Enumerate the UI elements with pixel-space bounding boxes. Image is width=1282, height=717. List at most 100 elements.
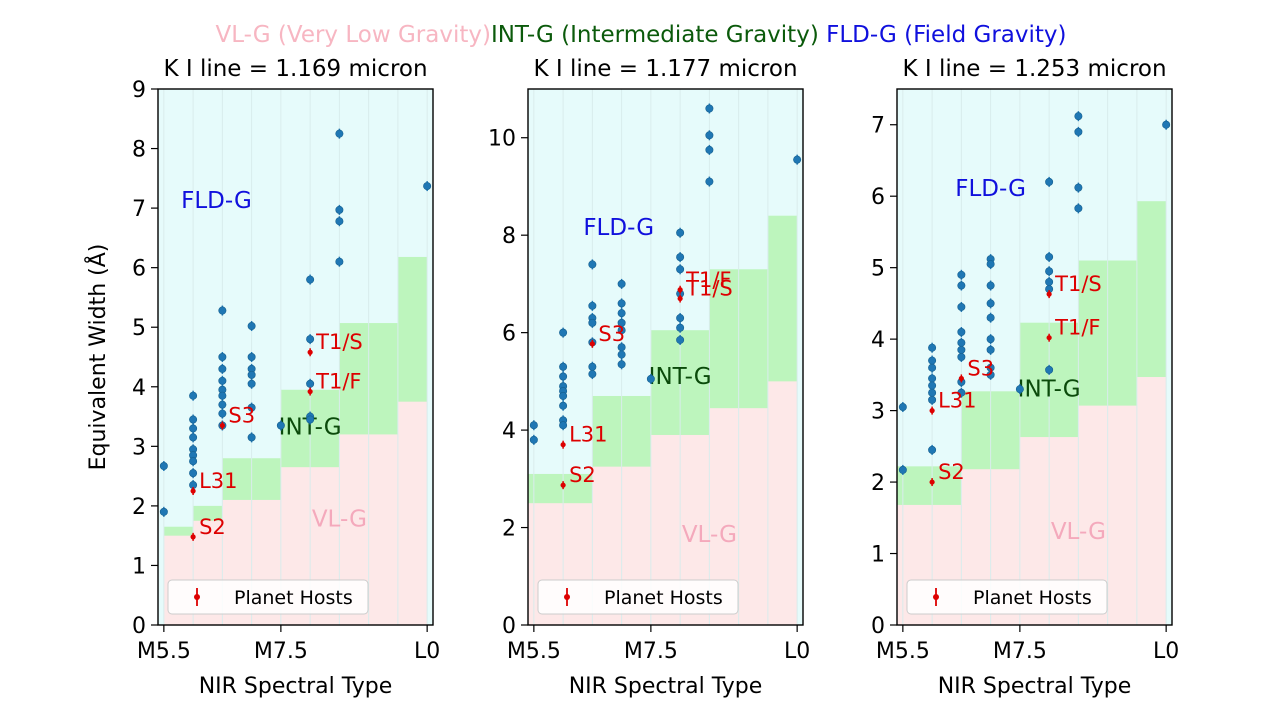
y-tick-label: 3	[871, 400, 885, 425]
data-point	[1074, 112, 1083, 121]
data-point	[928, 343, 937, 352]
legend-box	[906, 579, 1108, 615]
vlg-region	[1136, 377, 1167, 625]
data-point	[559, 391, 568, 400]
data-point	[218, 306, 227, 315]
data-point	[676, 265, 685, 274]
vlg-region	[397, 401, 428, 625]
data-point	[986, 335, 995, 344]
data-point	[1074, 183, 1083, 192]
data-point	[276, 421, 285, 430]
y-tick-label: 0	[132, 614, 146, 639]
vlg-region	[1107, 405, 1137, 625]
planet-host-point	[1046, 291, 1052, 297]
data-point	[218, 400, 227, 409]
data-point	[676, 335, 685, 344]
data-point	[1074, 127, 1083, 136]
planet-host-label: L31	[199, 469, 237, 493]
planet-host-point	[929, 479, 935, 485]
data-point	[189, 391, 198, 400]
x-tick-label: L0	[414, 639, 440, 664]
data-point	[676, 323, 685, 332]
data-point	[705, 131, 714, 140]
planet-host-label: T1/S	[685, 277, 733, 301]
y-tick-label: 2	[871, 471, 885, 496]
data-point	[335, 205, 344, 214]
planet-host-point	[219, 422, 225, 429]
x-axis-label: NIR Spectral Type	[199, 674, 393, 699]
data-point	[1045, 177, 1054, 186]
data-point	[1045, 365, 1054, 374]
y-tick-label: 6	[871, 185, 885, 210]
planet-host-label: T1/S	[315, 330, 363, 354]
planet-host-label: S2	[938, 460, 965, 484]
region-label-intg: INT-G	[649, 364, 712, 390]
data-point	[218, 391, 227, 400]
data-point	[617, 299, 626, 308]
y-tick-label: 5	[871, 257, 885, 282]
x-tick-label: M7.5	[993, 639, 1047, 664]
data-point	[247, 403, 256, 412]
data-point	[1162, 120, 1171, 129]
data-point	[247, 322, 256, 331]
data-point	[559, 421, 568, 430]
data-point	[247, 352, 256, 361]
data-point	[159, 507, 168, 516]
data-point	[1045, 252, 1054, 261]
planet-host-point	[560, 442, 566, 448]
planet-host-label: L31	[938, 389, 976, 413]
legend-label: Planet Hosts	[604, 587, 723, 609]
y-tick-label: 10	[488, 127, 516, 152]
planet-host-label: T1/F	[1054, 316, 1100, 340]
data-point	[189, 469, 198, 478]
data-point	[957, 388, 966, 397]
data-point	[617, 326, 626, 335]
data-point	[1074, 204, 1083, 213]
legend-intg: INT-G (Intermediate Gravity)	[490, 22, 819, 48]
data-point	[957, 270, 966, 279]
y-tick-label: 2	[132, 495, 146, 520]
data-point	[159, 461, 168, 470]
data-point	[559, 401, 568, 410]
data-point	[898, 465, 907, 474]
legend-marker	[564, 594, 570, 600]
plot-area	[528, 89, 803, 625]
data-point	[218, 364, 227, 373]
region-label-fldg: FLD-G	[181, 188, 252, 214]
planet-host-point	[190, 488, 196, 494]
data-point	[957, 327, 966, 336]
planet-host-point	[307, 349, 313, 355]
planet-host-label: T1/F	[685, 268, 731, 292]
data-point	[588, 260, 597, 269]
region-label-intg: INT-G	[1018, 376, 1081, 402]
vlg-region	[738, 408, 768, 625]
data-point	[247, 379, 256, 388]
data-point	[705, 145, 714, 154]
data-point	[617, 350, 626, 359]
data-point	[218, 409, 227, 418]
y-tick-label: 8	[502, 224, 516, 249]
planet-host-label: S2	[199, 515, 226, 539]
planet-host-point	[958, 375, 964, 382]
y-tick-label: 7	[132, 197, 146, 222]
region-label-vlg: VL-G	[312, 507, 367, 533]
y-tick-label: 9	[132, 78, 146, 103]
data-point	[617, 309, 626, 318]
data-point	[559, 372, 568, 381]
data-point	[335, 129, 344, 138]
data-point	[986, 313, 995, 322]
data-point	[617, 279, 626, 288]
y-tick-label: 1	[871, 543, 885, 568]
data-point	[423, 182, 432, 191]
planet-host-point	[677, 295, 683, 302]
planet-host-point	[307, 388, 313, 395]
y-tick-label: 4	[502, 419, 516, 444]
data-point	[588, 301, 597, 310]
x-tick-label: M5.5	[137, 639, 191, 664]
y-tick-label: 0	[502, 614, 516, 639]
data-point	[705, 177, 714, 186]
x-tick-label: M5.5	[876, 639, 930, 664]
legend-marker	[194, 594, 200, 600]
planet-host-label: S3	[228, 403, 255, 427]
